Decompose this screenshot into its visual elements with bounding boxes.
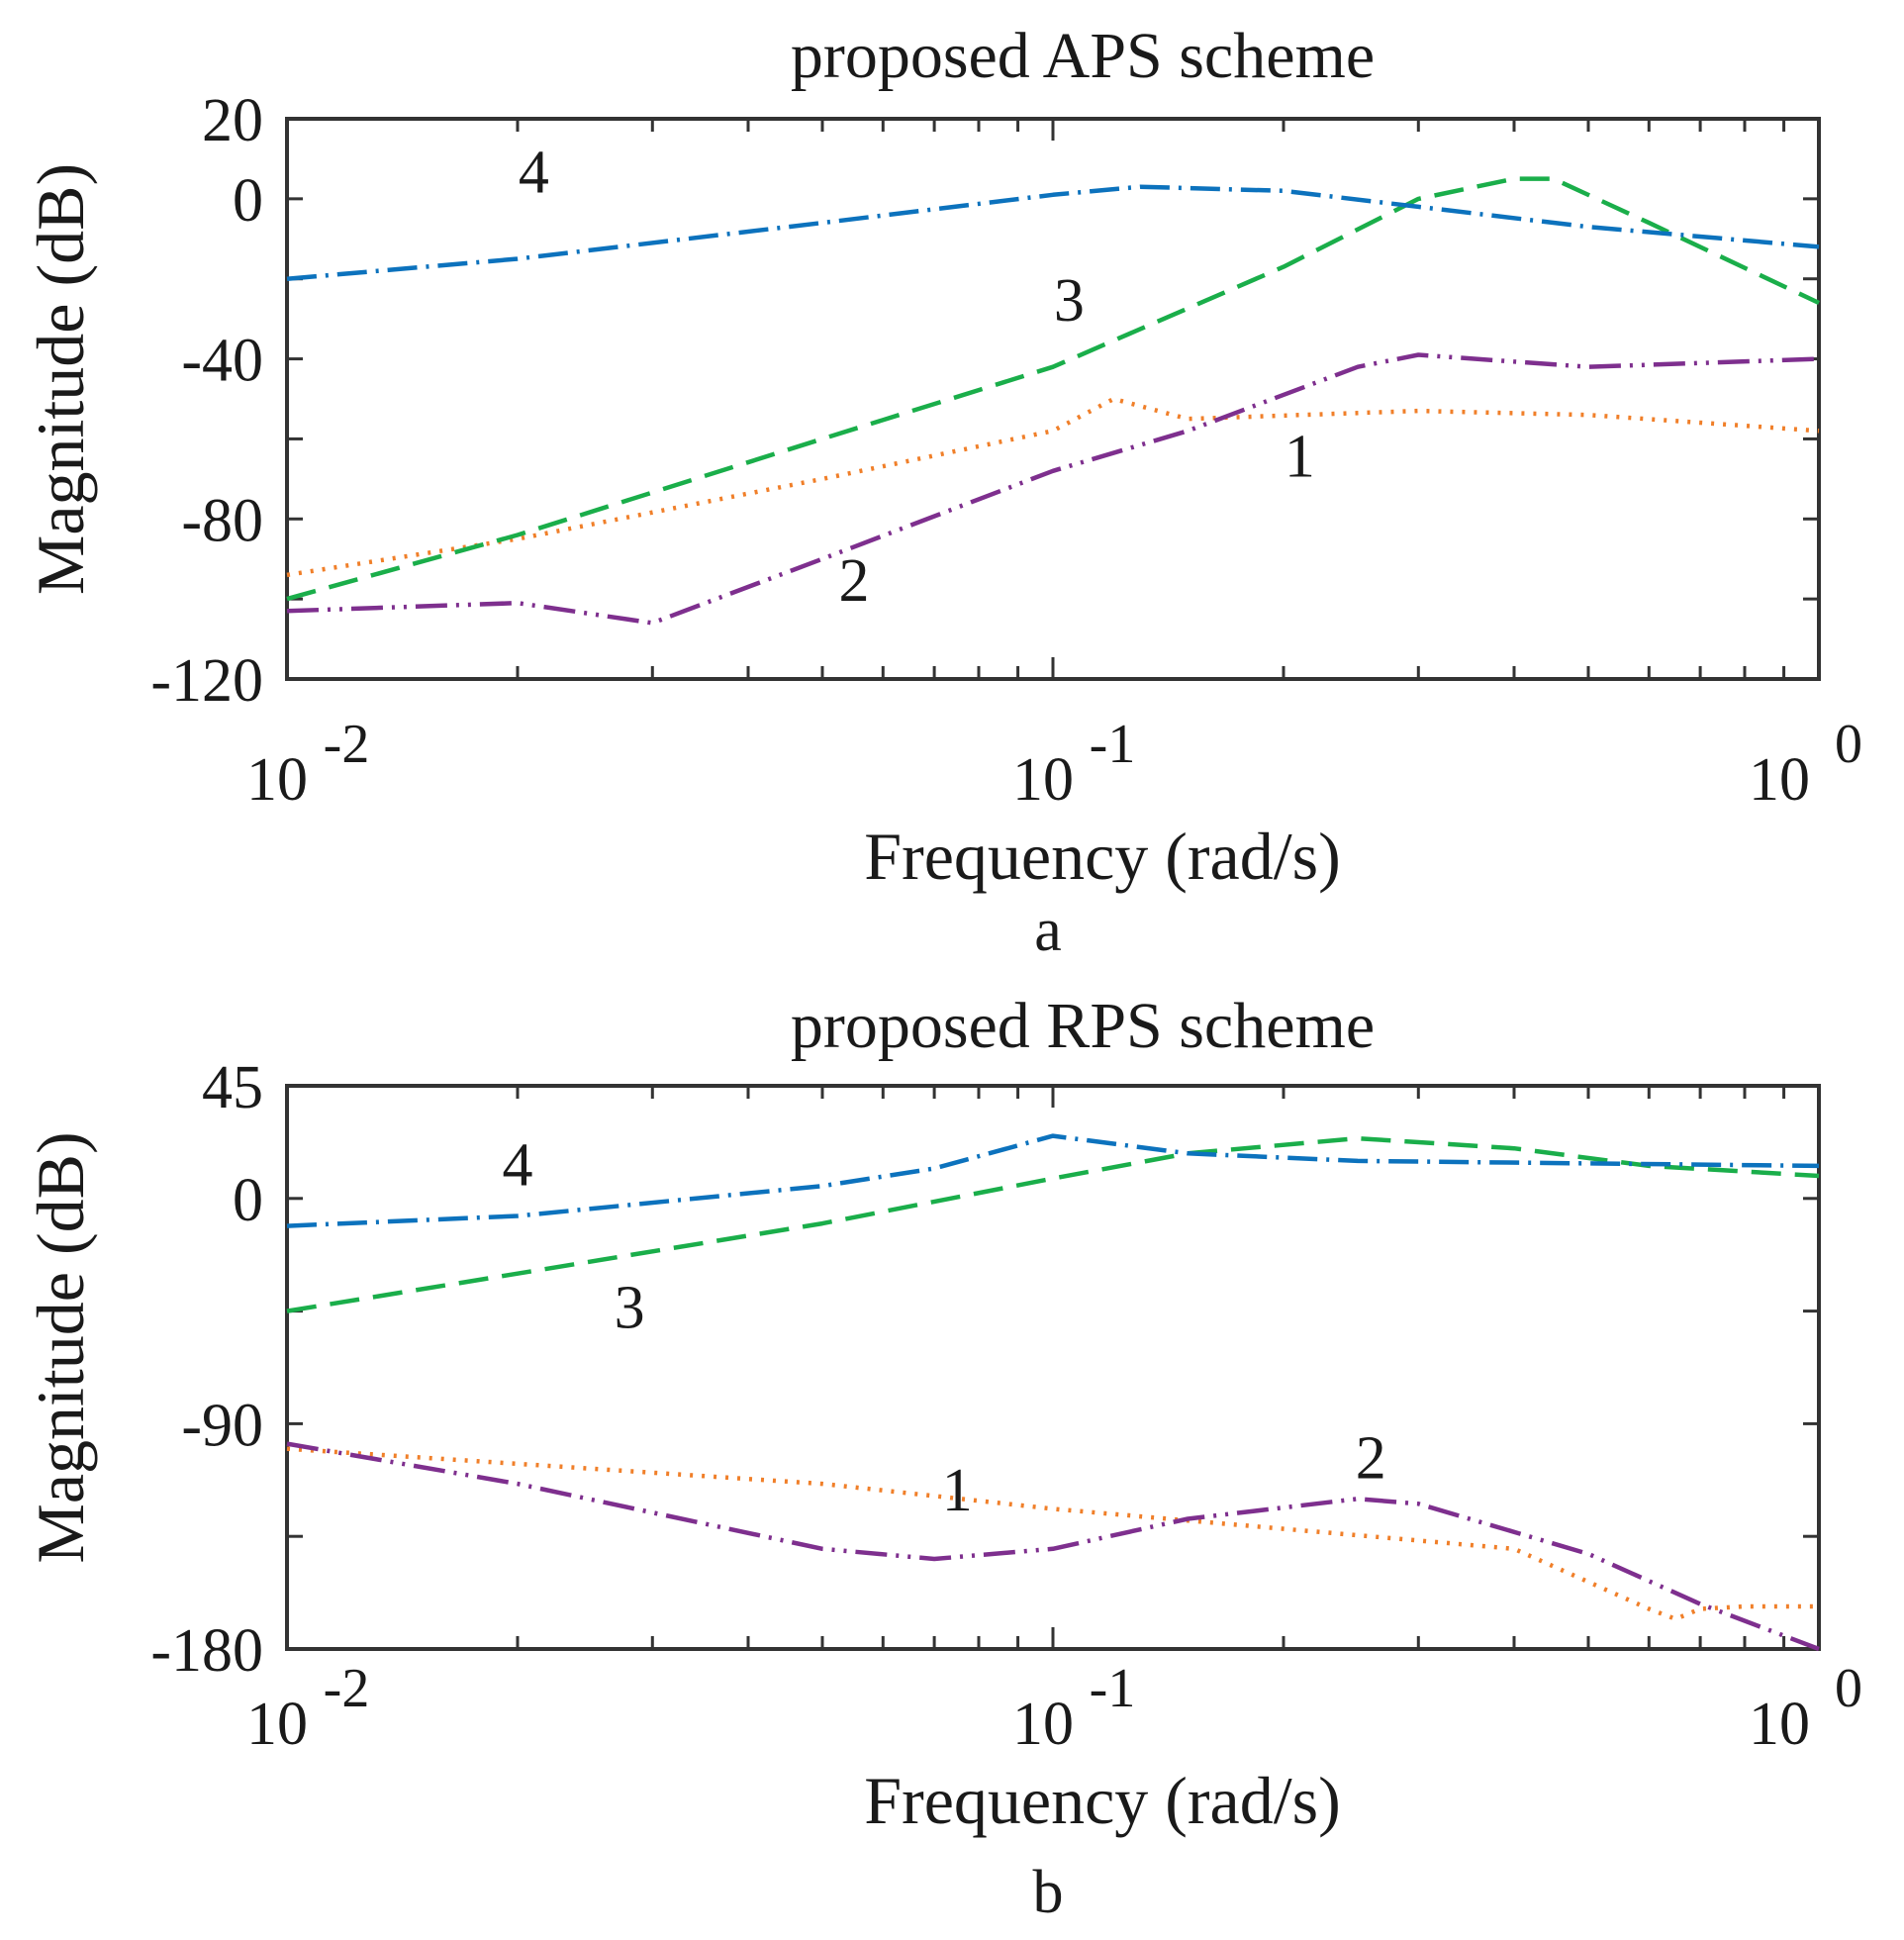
y-tick-label: -180 bbox=[150, 1617, 263, 1685]
y-axis-label: Magnitude (dB) bbox=[23, 1131, 98, 1563]
y-tick-label: -40 bbox=[181, 328, 263, 395]
panel-label: b bbox=[1033, 1859, 1064, 1926]
y-tick-label: 45 bbox=[202, 1054, 263, 1121]
series-label-1: 1 bbox=[1285, 424, 1315, 491]
x-tick-exponent: 0 bbox=[1835, 714, 1862, 775]
panel-label: a bbox=[1034, 897, 1062, 964]
series-line-1 bbox=[286, 1446, 1819, 1621]
series-line-2 bbox=[286, 1441, 1820, 1652]
series-line-4 bbox=[286, 184, 1820, 281]
chart-title: proposed APS scheme bbox=[791, 20, 1375, 92]
series-label-1: 1 bbox=[942, 1457, 973, 1524]
x-tick-label: 10 bbox=[1749, 746, 1810, 814]
series-label-4: 4 bbox=[519, 140, 549, 207]
x-tick-exponent: -1 bbox=[1090, 714, 1136, 775]
series-line-1 bbox=[286, 396, 1820, 578]
x-tick-exponent: -2 bbox=[324, 714, 370, 775]
y-axis-label: Magnitude (dB) bbox=[23, 163, 98, 595]
x-tick-label: 10 bbox=[1012, 746, 1074, 814]
y-tick-label: -90 bbox=[181, 1392, 263, 1459]
series-line-2 bbox=[286, 352, 1820, 626]
y-tick-label: -120 bbox=[150, 647, 263, 715]
x-tick-label: 10 bbox=[1749, 1691, 1810, 1758]
plot-frame bbox=[285, 117, 1821, 681]
chart-title: proposed RPS scheme bbox=[791, 990, 1375, 1062]
series-label-2: 2 bbox=[839, 547, 870, 615]
series-label-3: 3 bbox=[1054, 267, 1085, 335]
y-tick-label: 0 bbox=[233, 167, 263, 235]
x-axis-label: Frequency (rad/s) bbox=[864, 819, 1340, 894]
x-tick-exponent: -1 bbox=[1090, 1658, 1136, 1719]
y-tick-label: 0 bbox=[233, 1167, 263, 1234]
x-tick-label: 10 bbox=[246, 746, 308, 814]
x-tick-label: 10 bbox=[246, 1691, 308, 1758]
chart-panel-b: proposed RPS scheme450-90-18010-210-1100… bbox=[23, 990, 1862, 1926]
series-line-3 bbox=[286, 176, 1820, 602]
chart-panel-a: proposed APS scheme200-40-80-12010-210-1… bbox=[23, 20, 1862, 964]
x-tick-exponent: -2 bbox=[324, 1658, 370, 1719]
series-label-3: 3 bbox=[615, 1275, 645, 1342]
x-axis-label: Frequency (rad/s) bbox=[864, 1763, 1340, 1838]
x-tick-label: 10 bbox=[1012, 1691, 1074, 1758]
y-tick-label: -80 bbox=[181, 487, 263, 554]
series-label-4: 4 bbox=[502, 1131, 532, 1199]
series-line-4 bbox=[286, 1133, 1820, 1228]
x-tick-exponent: 0 bbox=[1835, 1658, 1862, 1719]
y-tick-label: 20 bbox=[202, 87, 263, 154]
series-label-2: 2 bbox=[1356, 1424, 1386, 1492]
